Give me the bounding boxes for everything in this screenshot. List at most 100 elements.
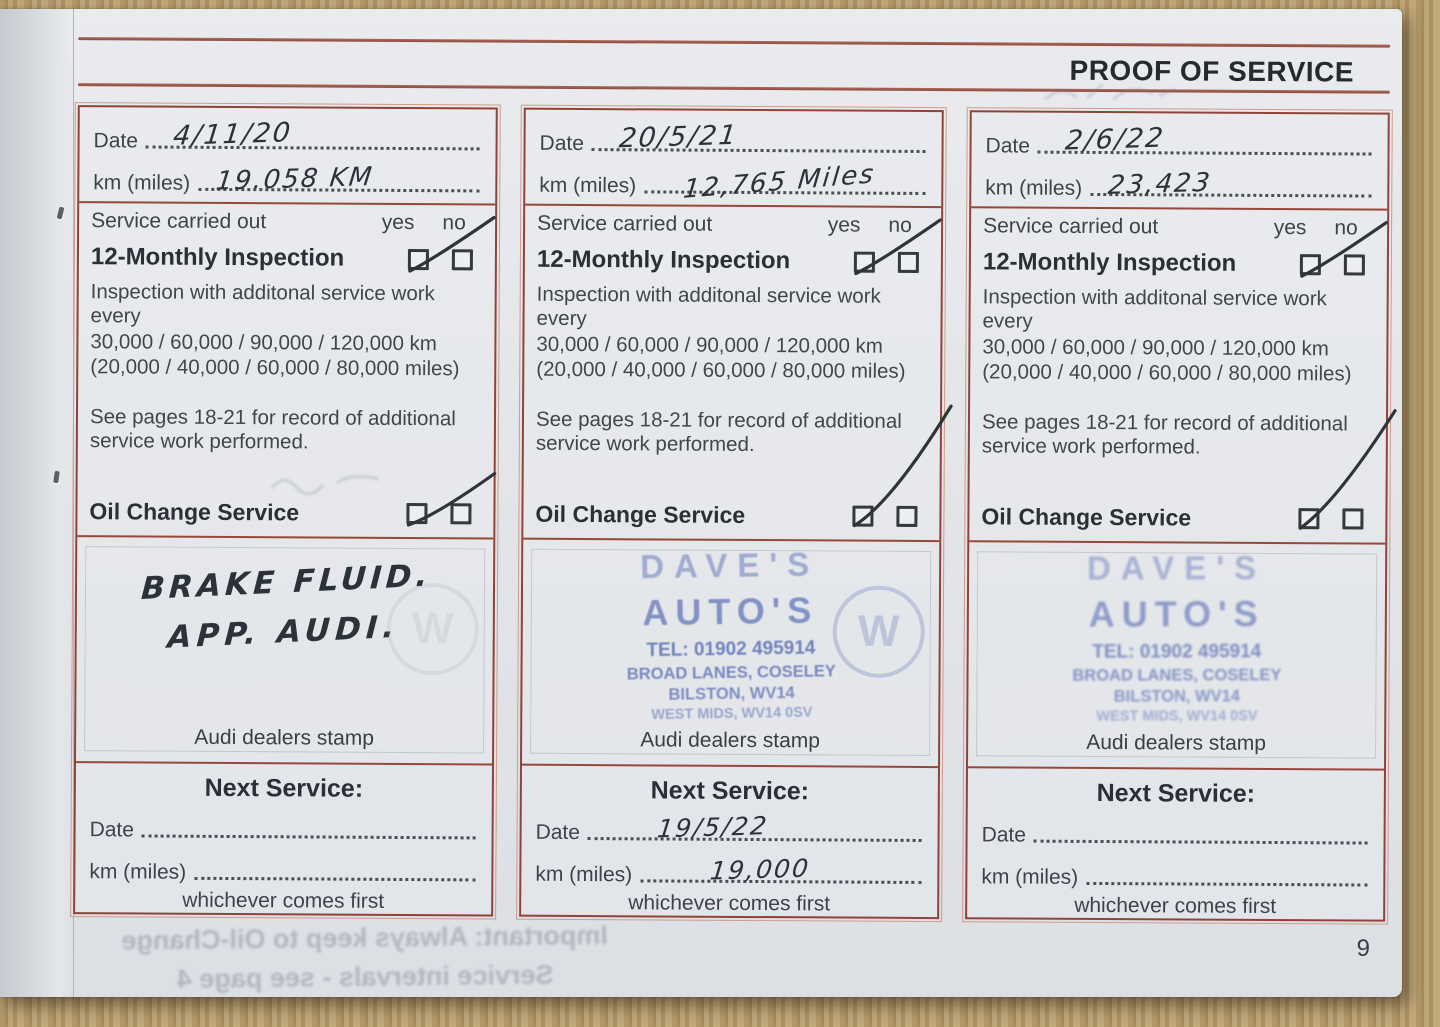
no-checkbox: [1342, 508, 1364, 530]
service-carried-out-section: Service carried out yes no 12-Monthly In…: [523, 203, 953, 541]
ghost-line: Service intervals - see page 4: [176, 959, 554, 995]
date-handwritten-value: 20/5/21: [617, 119, 741, 155]
yes-checkbox: [406, 503, 428, 525]
inspection-description: Inspection with additonal service work e…: [90, 280, 435, 328]
date-dotted-line: 4/11/20: [145, 117, 480, 152]
next-service-title: Next Service:: [1096, 778, 1256, 808]
ghost-scribble: [271, 475, 379, 496]
next-km-field: km (miles) 19,000: [521, 847, 937, 891]
interval-miles-text: (20,000 / 40,000 / 60,000 / 80,000 miles…: [90, 355, 460, 381]
stamp-line: TEL: 01902 495914: [1092, 641, 1262, 663]
date-dotted-line: [141, 834, 476, 840]
date-km-section: Date 2/6/22 km (miles) 23,423: [971, 112, 1388, 208]
yes-checkbox: [1299, 253, 1321, 275]
inspection-check-row: 12-Monthly Inspection: [536, 217, 942, 276]
km-field: km (miles) 12,765 Miles: [525, 158, 941, 205]
next-date-field: Date: [76, 802, 492, 846]
km-handwritten-value: 23,423: [1106, 167, 1214, 201]
dealer-stamp-caption: Audi dealers stamp: [194, 725, 375, 750]
interval-km-text: 30,000 / 60,000 / 90,000 / 120,000 km: [90, 329, 437, 355]
km-label: km (miles): [539, 173, 637, 198]
next-km-field: km (miles): [967, 849, 1383, 893]
no-checkbox: [450, 503, 472, 525]
whichever-first-note: whichever comes first: [1074, 893, 1277, 919]
stamp-line: DAVE'S: [639, 545, 820, 586]
see-pages-note: See pages 18-21 for record of additional…: [535, 407, 902, 456]
service-carried-out-label: Service carried out: [91, 209, 267, 234]
yes-label: yes: [1273, 215, 1307, 240]
next-date-value: 19/5/22: [656, 811, 771, 844]
service-record-column-1: Date 4/11/20 km (miles) 19.058 KM: [70, 102, 501, 920]
date-km-section: Date 20/5/21 km (miles) 12,765 Miles: [525, 110, 942, 206]
checkbox-group: [1298, 409, 1397, 530]
whichever-first-note: whichever comes first: [182, 888, 385, 913]
yes-no-header: yes no: [827, 213, 921, 238]
dealer-stamp-section: DAVE'S AUTO'S TEL: 01902 495914 BROAD LA…: [522, 537, 940, 767]
oil-change-check-row: Oil Change Service: [981, 409, 1397, 532]
yes-checkbox: [407, 248, 429, 270]
next-date-field: Date: [968, 807, 1384, 851]
yes-no-header: yes no: [1273, 216, 1367, 241]
inspection-title: 12-Monthly Inspection: [536, 245, 791, 275]
date-label: Date: [93, 129, 139, 153]
whichever-first-note: whichever comes first: [628, 891, 831, 916]
no-checkbox: [1343, 253, 1365, 276]
next-km-value: 19,000: [708, 853, 812, 886]
km-dotted-line: [194, 876, 476, 882]
see-pages-note: See pages 18-21 for record of additional…: [89, 405, 456, 454]
km-label: km (miles): [985, 176, 1083, 200]
next-date-field: Date 19/5/22: [522, 805, 938, 849]
next-service-section: Next Service: Date 19/5/22 km (miles) 19…: [521, 763, 938, 918]
next-service-title: Next Service:: [204, 773, 364, 803]
yes-label: yes: [827, 213, 861, 237]
no-checkbox: [451, 248, 473, 270]
checkbox-group: [853, 217, 942, 275]
oil-change-title: Oil Change Service: [89, 498, 300, 526]
service-record-column-2: Date 20/5/21 km (miles) 12,765 Miles: [516, 104, 953, 923]
date-handwritten-value: 4/11/20: [171, 117, 295, 152]
interval-km-text: 30,000 / 60,000 / 90,000 / 120,000 km: [982, 334, 1329, 360]
no-checkbox: [897, 251, 919, 273]
date-handwritten-value: 2/6/22: [1064, 122, 1167, 157]
km-label: km (miles): [93, 171, 191, 195]
inspection-description: Inspection with additonal service work e…: [536, 282, 881, 330]
date-label: Date: [981, 823, 1027, 847]
dealer-rubber-stamp: DAVE'S AUTO'S TEL: 01902 495914 BROAD LA…: [978, 549, 1375, 728]
stamp-line: DAVE'S: [1086, 549, 1267, 587]
service-records: Date 4/11/20 km (miles) 19.058 KM: [70, 102, 1397, 925]
stamp-line: BROAD LANES, COSELEY: [1072, 666, 1282, 685]
stamp-line: WEST MIDS, WV14 0SV: [651, 704, 813, 724]
dealer-stamp-section: DAVE'S AUTO'S TEL: 01902 495914 BROAD LA…: [967, 540, 1386, 769]
date-km-section: Date 4/11/20 km (miles) 19.058 KM: [79, 107, 496, 203]
no-label: no: [888, 213, 912, 237]
page-number: 9: [1356, 935, 1370, 962]
no-checkbox: [896, 505, 918, 527]
inspection-description: Inspection with additonal service work e…: [982, 285, 1327, 333]
stamp-line: BILSTON, WV14: [1113, 687, 1241, 706]
km-label: km (miles): [89, 860, 187, 884]
service-carried-out-label: Service carried out: [537, 211, 713, 236]
interval-km-text: 30,000 / 60,000 / 90,000 / 120,000 km: [536, 332, 883, 358]
date-label: Date: [89, 818, 135, 842]
km-field: km (miles) 23,423: [971, 160, 1387, 204]
checkbox-group: [1299, 220, 1388, 278]
yes-checkbox: [1298, 508, 1320, 530]
dealer-stamp-caption: Audi dealers stamp: [640, 728, 821, 753]
km-dotted-line: 19,000: [640, 854, 922, 885]
date-dotted-line: 19/5/22: [587, 811, 922, 843]
date-field: Date 20/5/21: [525, 116, 941, 160]
stamp-line: AUTO'S: [1088, 593, 1265, 635]
date-label: Date: [535, 820, 581, 845]
service-carried-out-section: Service carried out yes no 12-Monthly In…: [969, 206, 1397, 543]
interval-miles-text: (20,000 / 40,000 / 60,000 / 80,000 miles…: [536, 358, 906, 384]
next-service-section: Next Service: Date km (miles) whichever: [75, 761, 493, 915]
date-field: Date 2/6/22: [971, 118, 1387, 162]
km-field: km (miles) 19.058 KM: [79, 155, 495, 199]
date-dotted-line: 2/6/22: [1037, 123, 1372, 157]
yes-checkbox: [853, 251, 875, 273]
inspection-check-row: 12-Monthly Inspection: [91, 215, 496, 273]
inspection-check-row: 12-Monthly Inspection: [983, 220, 1388, 278]
dealer-stamp-section: BRAKE FLUID. APP. AUDI. W Audi dealers s…: [76, 535, 494, 764]
service-carried-out-row: Service carried out yes no: [537, 212, 929, 238]
km-label: km (miles): [535, 862, 633, 887]
